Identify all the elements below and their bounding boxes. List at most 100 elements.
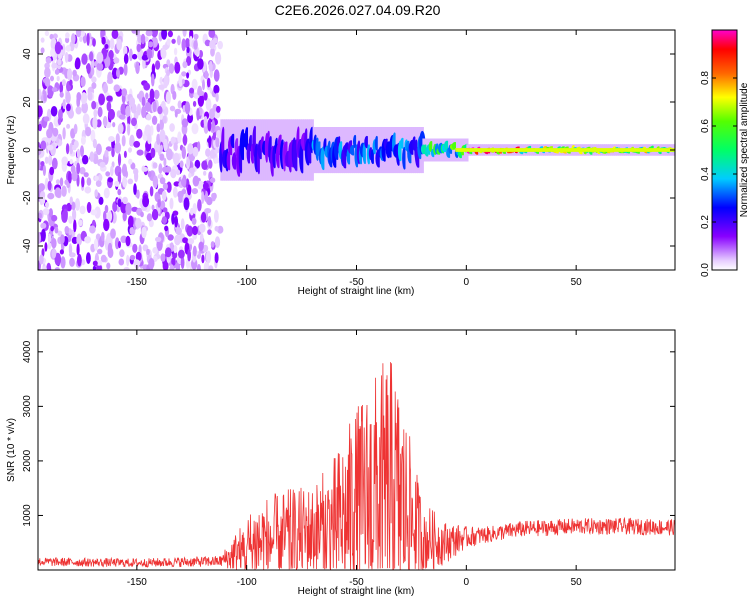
spectrogram-cell [50, 75, 54, 82]
x-tick-label: -50 [349, 277, 364, 288]
spectrogram-cell [71, 171, 78, 182]
spectrogram-cell [178, 74, 183, 87]
spectrogram-cell [203, 116, 208, 127]
spectrogram-cell [186, 56, 192, 66]
colorbar-tick-label: 0.8 [700, 71, 711, 85]
spectrogram-cell [65, 45, 72, 52]
spectrogram-cell [204, 39, 211, 47]
spectrogram-cell [101, 36, 106, 45]
spectrogram-cell [146, 213, 153, 222]
spectrogram-cell [76, 243, 80, 256]
spectrogram-cell [182, 134, 188, 146]
spectrogram-cell [172, 90, 177, 100]
snr-panel: -150 -100 -50 0 50 1000 2000 3000 4000 Height o… [6, 329, 676, 597]
spectrogram-cell [96, 264, 102, 270]
spectrogram-cell [145, 113, 152, 121]
colorbar-frame [711, 29, 738, 271]
colorbar-label: Normalized spectral amplitude [739, 82, 750, 217]
spectrogram-cell [159, 76, 163, 85]
spectrogram-cell [112, 122, 116, 128]
spectrogram-cell [170, 169, 177, 179]
spectrogram-cell [65, 32, 70, 39]
spectrogram-cell [203, 261, 210, 270]
spectrogram-cell [166, 38, 171, 46]
spectrogram-cell [153, 89, 160, 100]
spectrogram-cell [185, 38, 190, 49]
spectrogram-cell [76, 162, 81, 175]
spectrogram-cell [114, 141, 122, 154]
spectrogram-cell [212, 37, 218, 44]
spectrogram-cell [176, 35, 181, 46]
spectrogram-cell [178, 249, 185, 259]
spectrogram-cell [42, 208, 50, 216]
spectrogram-cell [177, 131, 182, 144]
spectrogram-cell [68, 171, 72, 184]
spectrogram-cell [176, 169, 181, 176]
spectrogram-cell [174, 215, 179, 228]
colorbar-tick-label: 0.0 [700, 263, 711, 277]
spectrogram-cell [211, 119, 215, 132]
spectrogram-cell [192, 203, 197, 214]
spectrogram-cell [148, 258, 155, 269]
spectrogram-cell [182, 61, 188, 69]
spectrogram-cell [141, 226, 147, 239]
spectrogram-cell [66, 123, 71, 129]
spectrogram-cell [68, 215, 73, 224]
spectrogram-cell [44, 62, 50, 69]
spectrogram-y-label: Frequency (Hz) [6, 116, 17, 185]
spectrogram-cell [198, 50, 203, 58]
spectrogram-cell [121, 88, 128, 97]
spectrogram-cell [181, 177, 186, 187]
spectrogram-cell [94, 175, 99, 181]
spectrogram-cell [169, 197, 174, 210]
spectrogram-cell [66, 103, 71, 112]
spectrogram-cell [117, 198, 122, 208]
spectrogram-cell [177, 100, 182, 109]
spectrogram-cell [146, 248, 150, 256]
spectrogram-cell [170, 136, 176, 145]
colorbar-gradient [712, 30, 737, 270]
spectrogram-cell [162, 115, 167, 124]
spectrogram-cell [151, 208, 159, 221]
x-tick-label: 0 [464, 277, 470, 288]
spectrogram-cell [78, 219, 83, 227]
spectrogram-cell [189, 87, 195, 94]
spectrogram-cell [127, 115, 131, 126]
spectrogram-cell [50, 226, 54, 232]
spectrogram-cell [82, 113, 90, 125]
spectrogram-cell [136, 43, 141, 53]
spectrogram-cell [62, 127, 66, 140]
spectrogram-cell [74, 198, 81, 211]
spectrogram-cell [101, 231, 105, 242]
spectrogram-cell [206, 77, 211, 88]
spectrogram-cell [184, 101, 191, 115]
spectrogram-cell [105, 171, 111, 177]
spectrogram-cell [214, 236, 221, 249]
spectrogram-cell [232, 119, 235, 181]
spectrogram-cell [196, 264, 201, 270]
spectrogram-cell [94, 206, 101, 219]
spectrogram-cell [59, 91, 64, 98]
spectrogram-cell [151, 30, 158, 38]
spectrogram-cell [167, 234, 174, 241]
spectrogram-cell [117, 123, 124, 134]
spectrogram-cell [103, 83, 108, 94]
spectrogram-cell [74, 59, 80, 70]
spectrogram-cell [91, 82, 97, 89]
spectrogram-cell [135, 61, 140, 74]
spectrogram-cell [80, 259, 86, 266]
spectrogram-cell [38, 232, 41, 245]
spectrogram-cell [57, 117, 62, 126]
spectrogram-cell [120, 201, 127, 214]
spectrogram-cell [51, 248, 57, 259]
spectrogram-cell [160, 253, 166, 262]
spectrogram-cell [67, 68, 73, 81]
spectrogram-cell [73, 123, 78, 135]
spectrogram-cell [125, 105, 131, 117]
spectrogram-cell [60, 256, 66, 269]
x-tick-label: -150 [127, 277, 147, 288]
spectrogram-cell [140, 211, 144, 218]
spectrogram-cell [67, 108, 74, 119]
spectrogram-cell [166, 69, 171, 77]
